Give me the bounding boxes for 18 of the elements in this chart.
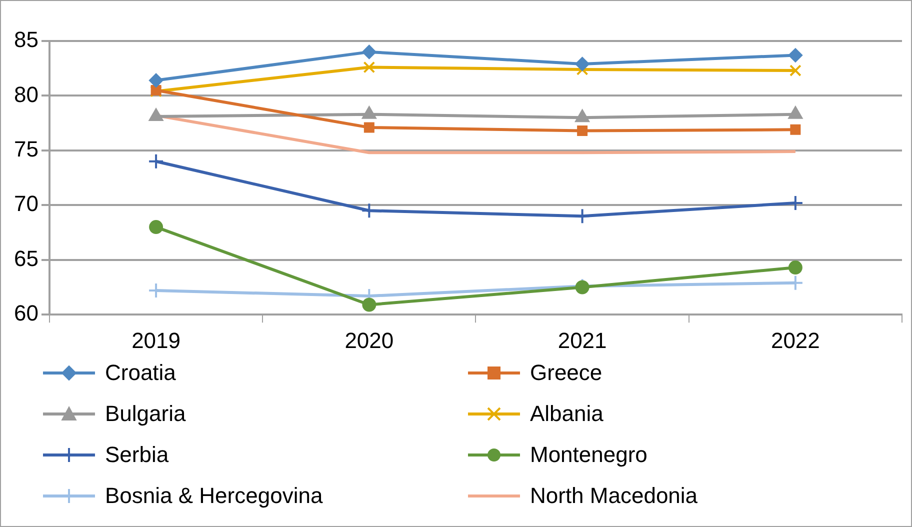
legend-label: Bosnia & Hercegovina: [105, 482, 323, 508]
y-tick-label: 80: [14, 82, 38, 107]
x-tick-label: 2022: [770, 328, 820, 353]
x-tick-label: 2021: [558, 328, 607, 353]
legend-label: Albania: [530, 400, 604, 426]
legend-label: North Macedonia: [530, 482, 698, 508]
y-tick-label: 65: [14, 246, 38, 271]
y-tick-label: 85: [14, 27, 38, 52]
legend-label: Montenegro: [530, 442, 648, 468]
legend-label: Serbia: [105, 442, 169, 468]
y-tick-label: 60: [14, 300, 38, 326]
y-tick-label: 75: [14, 136, 38, 162]
legend-label: Bulgaria: [105, 400, 186, 426]
legend-label: Greece: [530, 360, 602, 386]
legend-label: Croatia: [105, 360, 176, 386]
x-tick-label: 2019: [132, 328, 181, 353]
y-tick-label: 70: [14, 191, 38, 216]
x-tick-label: 2020: [344, 328, 394, 353]
